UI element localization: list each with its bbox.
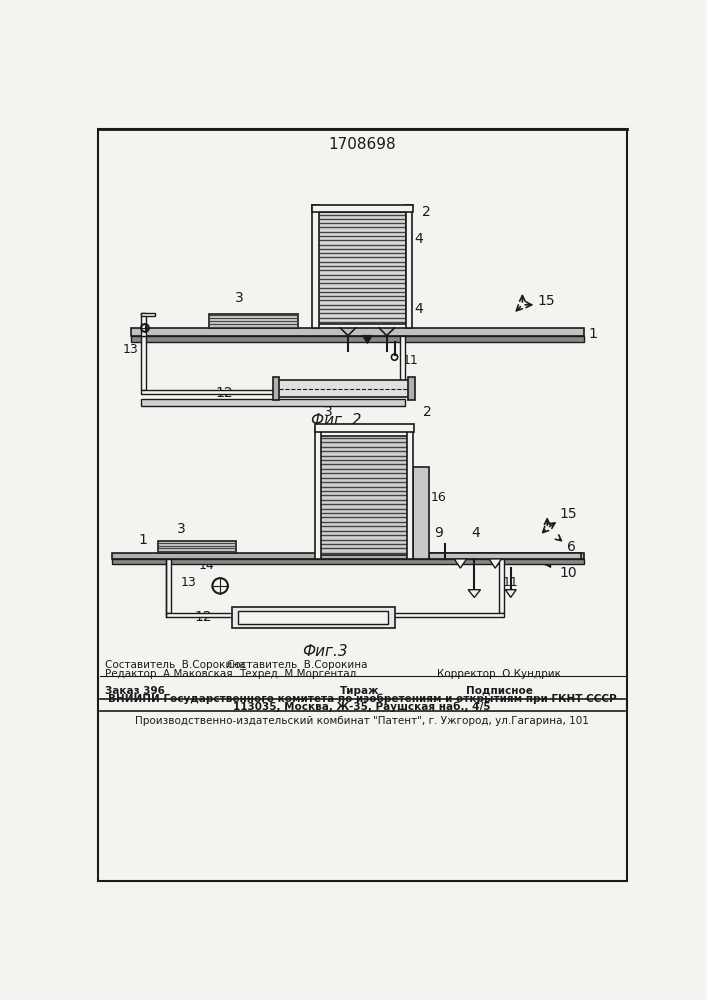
Bar [406,205,412,328]
Text: 113035, Москва, Ж-35, Раушская наб., 4/5: 113035, Москва, Ж-35, Раушская наб., 4/5 [233,701,491,712]
Bar [317,212,406,324]
Text: 13: 13 [181,576,197,588]
Bar [141,336,146,389]
Text: 5: 5 [324,309,332,323]
Bar [320,436,409,555]
Text: Фиг. 2: Фиг. 2 [311,413,361,428]
Text: 4: 4 [414,302,423,316]
Text: Корректор  О.Кундрик: Корректор О.Кундрик [437,669,561,679]
Bar [141,389,404,394]
Text: Подписное: Подписное [466,686,532,696]
Text: 11: 11 [402,354,418,367]
Text: Редактор  А.Маковская: Редактор А.Маковская [105,669,233,679]
Bar [141,399,404,406]
Text: 9: 9 [434,526,443,540]
Bar [499,559,504,613]
Text: 3: 3 [235,291,244,305]
Bar [312,205,413,212]
Text: 13: 13 [123,343,139,356]
Text: 10: 10 [559,566,577,580]
Bar [315,428,321,559]
Text: 6: 6 [567,540,576,554]
Text: 14: 14 [198,559,214,572]
Bar [312,205,319,328]
Text: Фиг.3: Фиг.3 [302,644,348,659]
Bar [112,553,585,559]
Polygon shape [454,559,467,568]
Bar [232,607,395,628]
Bar [141,312,146,336]
Text: 2: 2 [421,205,431,219]
Text: 12: 12 [194,610,212,624]
Bar [407,428,413,559]
Bar [166,559,170,613]
Polygon shape [468,590,481,597]
Text: Составитель  В.Сорокина: Составитель В.Сорокина [228,660,368,670]
Bar [429,553,580,559]
Text: 2: 2 [423,405,432,419]
Bar [141,312,155,316]
Bar [409,377,414,400]
Text: Тираж: Тираж [340,686,380,696]
Bar [158,541,235,553]
Bar [131,336,585,342]
Text: 3: 3 [325,405,333,419]
Bar [274,380,410,397]
Text: Производственно-издательский комбинат "Патент", г. Ужгород, ул.Гагарина, 101: Производственно-издательский комбинат "П… [135,716,589,726]
Polygon shape [506,590,516,597]
Text: 1: 1 [139,533,148,547]
Bar [315,424,414,432]
Bar [413,466,428,559]
Text: 15: 15 [559,507,577,521]
Text: 16: 16 [431,491,447,504]
Text: Составитель  В.Сорокина: Составитель В.Сорокина [105,660,246,670]
Text: 12: 12 [215,386,233,400]
Text: Заказ 396: Заказ 396 [105,686,165,696]
Text: 8: 8 [405,521,414,535]
Bar [131,328,585,336]
Bar [209,314,298,328]
Text: ВНИИПИ Государственного комитета по изобретениям и открытиям при ГКНТ СССР: ВНИИПИ Государственного комитета по изоб… [107,694,617,704]
Bar [238,611,388,624]
Text: 4: 4 [472,526,480,540]
Bar [273,377,279,400]
Text: 1708698: 1708698 [328,137,396,152]
Text: 15: 15 [538,294,556,308]
Text: 3: 3 [177,522,186,536]
Polygon shape [363,336,372,343]
Bar [166,613,504,617]
Bar [112,559,585,564]
Bar [400,336,404,394]
Text: 11: 11 [503,576,519,589]
Text: 1: 1 [588,327,597,341]
Polygon shape [489,559,501,568]
Text: 4: 4 [414,232,423,246]
Text: Техред  М.Моргентал: Техред М.Моргентал [239,669,356,679]
